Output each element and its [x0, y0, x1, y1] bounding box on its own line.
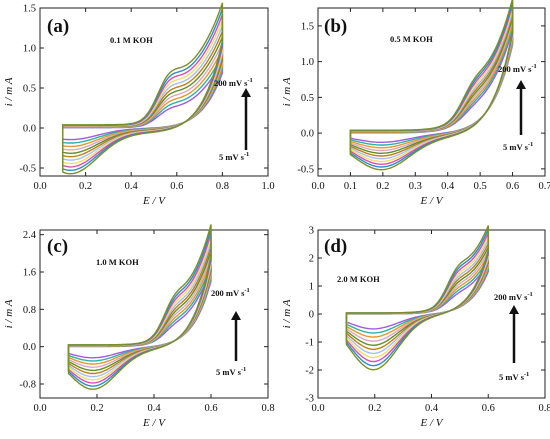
- y-tick-label: 2.4: [23, 230, 37, 241]
- y-tick-label: 3: [309, 226, 314, 237]
- panel-label: (b): [324, 16, 347, 37]
- panel-label: (c): [47, 236, 68, 257]
- y-tick-label: 0.0: [23, 124, 36, 135]
- x-tick-label: 0.8: [261, 403, 274, 414]
- x-axis-label: E / V: [142, 417, 166, 429]
- x-tick-label: 0.0: [33, 181, 46, 192]
- x-tick-label: 0.1: [344, 181, 357, 192]
- scan-rate-max-label: 200 mV s-1: [211, 287, 250, 298]
- y-tick-label: 2: [309, 254, 314, 265]
- scan-rate-min-label: 5 mV s-1: [499, 371, 529, 382]
- unit-exponent: -1: [531, 63, 536, 70]
- plot-frame-1: [39, 7, 269, 177]
- y-tick-label: 0.5: [23, 84, 36, 95]
- scan-rate-max-label: 200 mV s-1: [214, 77, 253, 88]
- electrolyte-concentration: 0.5 M KOH: [390, 34, 433, 44]
- x-tick-label: 0.2: [368, 403, 381, 414]
- unit-exponent: -1: [241, 366, 246, 373]
- unit-exponent: -1: [247, 77, 252, 84]
- y-tick-label: 1.6: [23, 268, 36, 279]
- x-tick-label: 0.7: [538, 181, 550, 192]
- panel-label: (a): [47, 16, 69, 37]
- panel-label: (d): [324, 236, 347, 257]
- scan-rate-arrow-head: [241, 88, 251, 97]
- cv-loop-11: [67, 224, 212, 390]
- cv-loop-8: [67, 237, 212, 381]
- x-tick-label: 0.4: [441, 181, 455, 192]
- scan-rate-min-label: 5 mV s-1: [216, 366, 246, 377]
- x-tick-label: 0.4: [147, 403, 161, 414]
- x-tick-label: 0.4: [425, 403, 439, 414]
- cv-loop-11: [62, 2, 224, 175]
- x-tick-label: 0.5: [474, 181, 487, 192]
- electrolyte-concentration: 0.1 M KOH: [110, 35, 153, 45]
- electrolyte-concentration: 2.0 M KOH: [337, 274, 380, 284]
- y-axis-label: i / m A: [281, 299, 293, 328]
- unit-exponent: -1: [527, 291, 532, 298]
- plot-frame-2: [317, 7, 546, 177]
- y-tick-label: 0.5: [301, 93, 314, 104]
- x-tick-label: 0.0: [33, 403, 46, 414]
- cv-loop-2: [349, 26, 514, 146]
- x-axis-label: E / V: [420, 417, 444, 429]
- y-axis-label: i / m A: [281, 77, 293, 106]
- unit-exponent: -1: [524, 371, 529, 378]
- x-tick-label: 0.2: [376, 181, 389, 192]
- x-tick-label: 0.2: [79, 181, 92, 192]
- x-tick-label: 0.4: [125, 181, 139, 192]
- y-tick-label: 1.5: [23, 4, 36, 15]
- scan-rate-max-label: 200 mV s-1: [494, 291, 533, 302]
- electrolyte-concentration: 1.0 M KOH: [96, 257, 139, 267]
- scan-rate-max-label: 200 mV s-1: [498, 63, 537, 74]
- x-tick-label: 0.6: [506, 181, 519, 192]
- scan-rate-min-label: 5 mV s-1: [219, 151, 249, 162]
- scan-rate-arrow-head: [231, 311, 241, 320]
- unit-exponent: -1: [244, 287, 249, 294]
- x-tick-label: 0.8: [216, 181, 229, 192]
- y-tick-label: -1: [305, 338, 314, 349]
- x-axis-label: E / V: [420, 195, 444, 207]
- x-tick-label: 0.6: [204, 403, 217, 414]
- y-tick-label: 1.0: [301, 57, 314, 68]
- x-tick-label: 0.0: [311, 403, 324, 414]
- x-tick-label: 1.0: [261, 181, 274, 192]
- cv-loop-6: [345, 243, 489, 350]
- y-axis-label: i / m A: [3, 299, 15, 328]
- cv-loop-11: [349, 0, 514, 171]
- unit-exponent: -1: [528, 141, 533, 148]
- y-tick-label: 0.8: [23, 305, 36, 316]
- y-tick-label: 0: [309, 310, 314, 321]
- y-tick-label: -2: [305, 366, 314, 377]
- y-tick-label: -3: [305, 394, 314, 405]
- y-tick-label: 1.5: [301, 21, 314, 32]
- y-tick-label: -0.5: [19, 164, 36, 175]
- x-axis-label: E / V: [142, 195, 166, 207]
- y-tick-label: 1.0: [23, 44, 36, 55]
- y-tick-label: 1: [309, 282, 314, 293]
- y-axis-label: i / m A: [3, 77, 15, 106]
- x-tick-label: 0.6: [482, 403, 495, 414]
- unit-exponent: -1: [244, 151, 249, 158]
- scan-rate-arrow-head: [516, 80, 526, 89]
- x-tick-label: 0.0: [311, 181, 324, 192]
- cv-loop-7: [62, 25, 224, 161]
- x-tick-label: 0.8: [538, 403, 550, 414]
- x-tick-label: 0.2: [90, 403, 103, 414]
- y-tick-label: -0.5: [297, 164, 314, 175]
- y-tick-label: -0.8: [19, 380, 36, 391]
- cv-loop-5: [345, 247, 489, 346]
- scan-rate-min-label: 5 mV s-1: [503, 141, 533, 152]
- scan-rate-arrow-head: [509, 305, 519, 314]
- y-tick-label: 0.0: [301, 129, 314, 140]
- x-tick-label: 0.6: [170, 181, 183, 192]
- cv-loop-5: [62, 36, 224, 155]
- x-tick-label: 0.3: [409, 181, 422, 192]
- y-tick-label: 0.0: [23, 342, 36, 353]
- cv-loop-11: [345, 225, 489, 371]
